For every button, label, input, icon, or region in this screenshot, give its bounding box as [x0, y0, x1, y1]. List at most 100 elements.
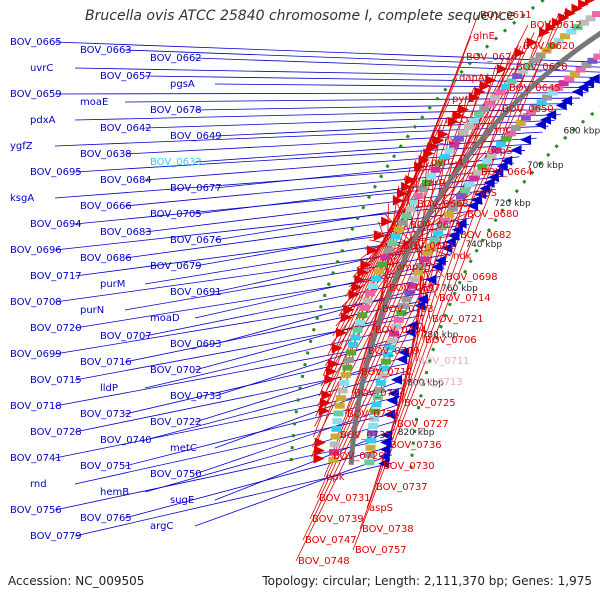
gene-label-blue: BOV_0659 [10, 89, 62, 100]
cog-feature-block [398, 303, 409, 310]
gene-label-blue: BOV_0679 [150, 261, 202, 272]
cog-feature-block [372, 394, 383, 401]
feature-arrow-plus [578, 0, 590, 10]
cog-feature-block [500, 135, 511, 142]
feature-arrow-plus [314, 445, 326, 456]
feature-arrow-plus [452, 110, 464, 121]
topology-summary: Topology: circular; Length: 2,111,370 bp… [262, 574, 592, 588]
gene-label-red: pyrE [452, 94, 475, 105]
gene-label-blue: BOV_0728 [30, 427, 82, 438]
feature-arrow-plus [351, 282, 363, 293]
gene-label-red: BOV_0703 [382, 304, 434, 315]
cog-feature-block [520, 114, 531, 121]
cog-feature-block [362, 297, 373, 304]
gene-label-blue: BOV_0732 [80, 409, 132, 420]
cog-feature-block [439, 154, 450, 161]
feature-arrow-minus [441, 243, 453, 254]
feature-arrow-plus [551, 17, 563, 28]
cog-feature-block [332, 418, 343, 425]
label-leader-red [309, 32, 535, 520]
accession-text: Accession: NC_009505 [8, 574, 145, 588]
cog-feature-block [460, 187, 471, 194]
gene-label-blue: hemB [100, 487, 129, 498]
gene-label-blue: ygfZ [10, 141, 33, 152]
feature-arrow-minus [434, 255, 446, 266]
feature-arrow-plus [405, 175, 417, 186]
gene-label-blue: BOV_0695 [30, 167, 82, 178]
cog-feature-block [409, 199, 420, 206]
cog-feature-block [350, 334, 361, 341]
gene-label-red: BOV_0680 [467, 209, 519, 220]
gene-label-blue: BOV_0750 [150, 469, 202, 480]
feature-arrow-plus [428, 142, 440, 153]
label-leader-blue [194, 404, 399, 475]
gene-label-red: BOV_0726 [347, 409, 399, 420]
gene-label-blue: BOV_0779 [30, 531, 82, 542]
feature-arrow-plus [545, 22, 557, 33]
cog-feature-block [383, 247, 394, 254]
cog-feature-block [365, 290, 376, 297]
gene-label-red: dapA [459, 73, 485, 84]
gene-label-red: BOV_0711 [418, 356, 470, 367]
gene-label-blue: BOV_0716 [80, 357, 132, 368]
gene-label-blue: BOV_0699 [10, 349, 62, 360]
cog-feature-block [374, 387, 385, 394]
cog-feature-block [517, 67, 528, 74]
cog-feature-block [440, 217, 451, 224]
feature-arrow-plus [343, 304, 355, 315]
label-leader-blue [54, 92, 587, 95]
label-leader-blue [214, 196, 488, 241]
gene-label-blue: BOV_0684 [100, 175, 152, 186]
cog-feature-block [328, 456, 339, 463]
kbp-tick-label: 780 kbp [422, 330, 459, 340]
gene-label-red: BOV_0712 [361, 367, 413, 378]
feature-arrow-plus [423, 148, 435, 159]
feature-arrow-minus [380, 437, 392, 448]
gene-label-blue: BOV_0756 [10, 505, 62, 516]
gene-label-blue: purM [100, 279, 125, 290]
cog-feature-block [394, 226, 405, 233]
cog-feature-block [474, 111, 485, 118]
gene-label-red: pyrC-1 [431, 157, 464, 168]
feature-arrow-plus [414, 161, 426, 172]
feature-arrow-minus [467, 200, 479, 211]
cog-feature-block [382, 351, 393, 358]
gene-label-red: acpS [488, 146, 512, 157]
feature-tracks [313, 0, 600, 469]
gene-label-red: BOV_0645 [509, 83, 561, 94]
backbone-ring [348, 30, 600, 465]
feature-arrow-plus [539, 27, 551, 38]
gene-label-blue: metC [170, 443, 197, 454]
feature-arrow-plus [485, 75, 497, 86]
feature-arrow-plus [564, 8, 576, 19]
label-leader-red [358, 134, 435, 373]
label-leader-blue [74, 362, 409, 433]
cog-feature-block [477, 163, 488, 170]
gene-label-blue: BOV_0751 [80, 461, 132, 472]
gene-label-blue: BOV_0665 [10, 37, 62, 48]
gene-label-blue: BOV_0693 [170, 339, 222, 350]
gene-label-red: BOV_0682 [460, 230, 512, 241]
gene-label-red: BOV_0697 [389, 283, 441, 294]
gene-label-red: BOV_0612 [530, 20, 582, 31]
cog-feature-block [547, 42, 558, 49]
cog-feature-block [334, 402, 345, 409]
label-leader-blue [74, 412, 398, 485]
feature-arrow-minus [378, 451, 390, 462]
cog-feature-block [379, 365, 390, 372]
cog-feature-block [370, 408, 381, 415]
gene-label-red: rnc [495, 125, 511, 136]
cog-feature-block [473, 169, 484, 176]
label-leader-blue [74, 462, 392, 537]
cog-feature-block [416, 262, 427, 269]
gene-label-red: BOV_0681 [403, 241, 455, 252]
feature-arrow-plus [447, 116, 459, 127]
cog-feature-block [579, 19, 590, 26]
feature-arrow-plus [318, 405, 330, 416]
label-leader-blue [74, 224, 470, 277]
cog-feature-block [587, 57, 598, 64]
gene-label-red: BOV_0738 [362, 524, 414, 535]
gene-label-blue: BOV_0666 [80, 201, 132, 212]
feature-arrow-minus [520, 134, 532, 145]
cog-feature-block [433, 230, 444, 237]
